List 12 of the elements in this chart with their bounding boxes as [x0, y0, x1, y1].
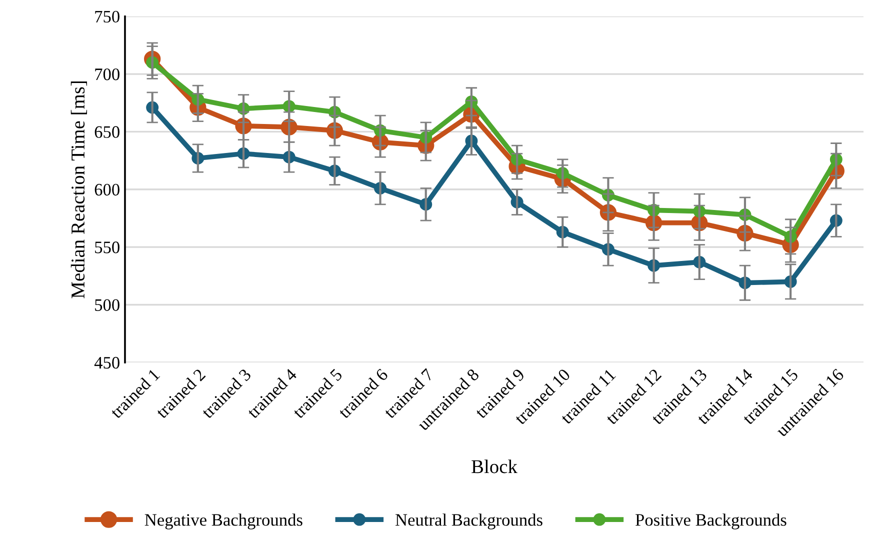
- y-axis-title: Median Reaction Time [ms]: [70, 81, 87, 298]
- y-tick-label: 500: [95, 299, 120, 311]
- legend-label: Negative Bachgrounds: [144, 514, 302, 530]
- y-tick-label: 650: [94, 126, 120, 138]
- legend-label: Positive Backgrounds: [636, 514, 786, 530]
- x-axis-title: Block: [472, 460, 518, 474]
- legend-label: Neutral Backgrounds: [395, 514, 542, 530]
- y-tick-label: 450: [94, 356, 120, 369]
- y-tick-label: 750: [95, 10, 120, 23]
- y-tick-label: 700: [95, 68, 120, 80]
- y-tick-label: 550: [95, 242, 120, 254]
- y-tick-label: 600: [94, 184, 120, 196]
